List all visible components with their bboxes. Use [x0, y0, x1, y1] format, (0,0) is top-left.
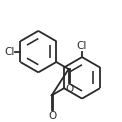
Text: Cl: Cl [5, 47, 15, 57]
Text: O: O [65, 84, 73, 94]
Text: O: O [48, 111, 56, 121]
Text: Cl: Cl [77, 41, 87, 51]
